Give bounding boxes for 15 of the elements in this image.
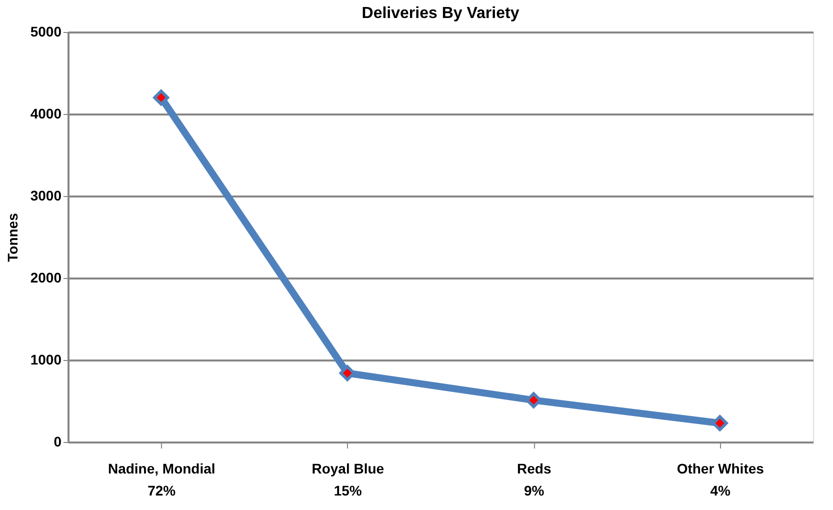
point: [339, 365, 356, 382]
point: [712, 415, 728, 432]
y-tick-label: 1000: [30, 352, 62, 368]
point: [153, 90, 170, 106]
y-tick-label: 0: [54, 434, 62, 450]
y-axis-title: Tonnes: [4, 212, 20, 262]
y-tick-label: 3000: [30, 188, 62, 204]
y-tick-label: 2000: [30, 270, 62, 286]
x-tick-label: Nadine, Mondial 72%: [108, 460, 216, 498]
x-tick-label: Royal Blue 15%: [312, 460, 384, 498]
chart-title: Deliveries By Variety: [362, 5, 520, 22]
y-tick-label: 5000: [30, 24, 62, 40]
x-tick-label: Other Whites 4%: [676, 460, 764, 498]
y-tick-label: 4000: [30, 106, 62, 122]
x-tick-label: Reds 9%: [517, 460, 552, 498]
